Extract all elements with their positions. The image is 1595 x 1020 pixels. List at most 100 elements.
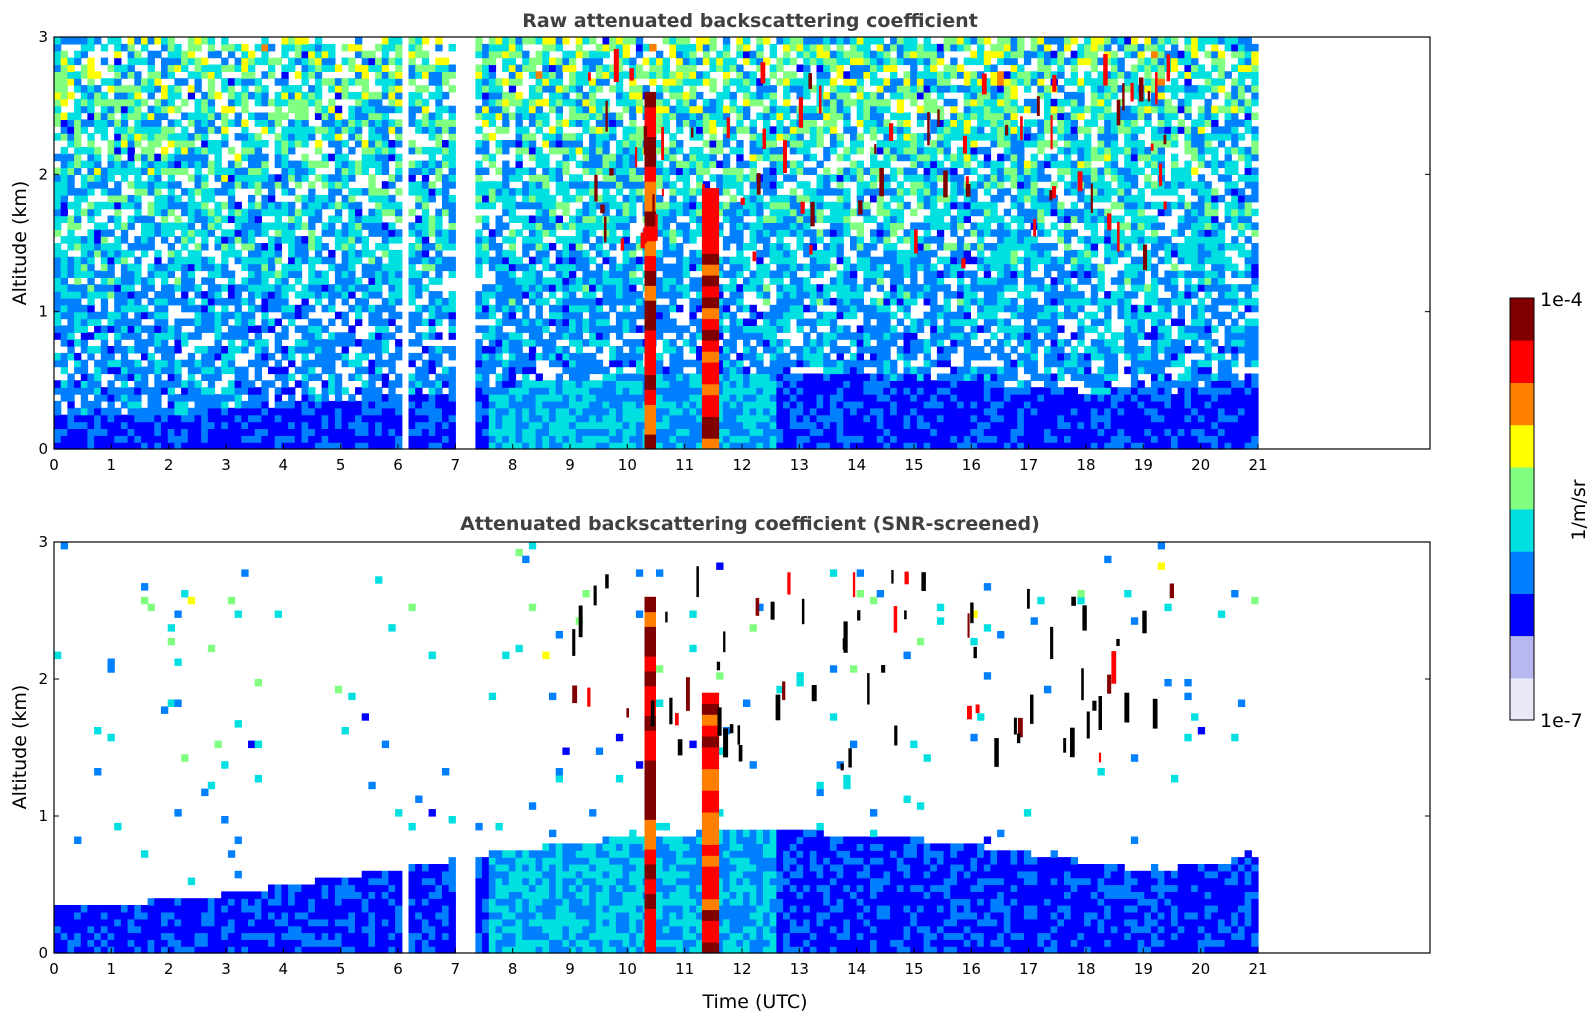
heatmap-cell — [221, 140, 229, 148]
heatmap-cell — [288, 85, 296, 93]
heatmap-cell — [314, 85, 323, 93]
heatmap-cell — [682, 291, 691, 299]
heatmap-cell — [669, 346, 677, 354]
raw-backscatter-panel: Raw attenuated backscattering coefficien… — [9, 10, 1431, 474]
heatmap-cell — [562, 442, 570, 450]
heatmap-cell — [248, 387, 256, 395]
heatmap-cell — [508, 50, 517, 59]
heatmap-cell — [582, 400, 590, 409]
heatmap-cell — [575, 37, 583, 45]
heatmap-cell — [341, 414, 349, 423]
heatmap-cell — [281, 64, 289, 72]
heatmap-cell — [555, 284, 563, 292]
heatmap-cell — [67, 421, 75, 429]
heatmap-cell — [274, 78, 282, 86]
heatmap-cell — [241, 332, 249, 340]
heatmap-cell — [549, 359, 557, 368]
heatmap-cell — [181, 126, 189, 134]
heatmap-cell — [528, 119, 537, 127]
heatmap-cell — [508, 236, 517, 244]
heatmap-cell — [368, 277, 376, 285]
heatmap-cell — [428, 243, 436, 251]
heatmap-cell — [355, 400, 363, 409]
heatmap-cell — [254, 229, 262, 237]
heatmap-cell — [161, 435, 169, 443]
heatmap-cell — [355, 167, 363, 175]
heatmap-cell — [87, 346, 95, 354]
heatmap-cell — [508, 85, 517, 93]
heatmap-cell — [274, 270, 282, 278]
heatmap-cell — [769, 352, 777, 361]
heatmap-cell — [54, 215, 62, 223]
heatmap-cell — [100, 414, 109, 423]
heatmap-cell — [227, 85, 236, 93]
heatmap-cell — [388, 311, 396, 320]
heatmap-cell — [575, 249, 583, 258]
heatmap-cell — [141, 339, 149, 347]
heatmap-cell — [415, 37, 423, 45]
heatmap-cell — [722, 236, 731, 244]
heatmap-cell — [147, 243, 155, 251]
heatmap-cell — [54, 400, 62, 409]
heatmap-cell — [127, 435, 135, 443]
heatmap-cell — [321, 126, 329, 134]
heatmap-cell — [682, 387, 691, 395]
heatmap-cell — [542, 229, 550, 237]
heatmap-cell — [381, 153, 390, 162]
heatmap-cell — [328, 140, 336, 148]
heatmap-cell — [241, 181, 249, 189]
heatmap-cell — [522, 194, 530, 203]
heatmap-cell — [100, 304, 109, 313]
heatmap-cell — [288, 284, 296, 292]
heatmap-cell — [134, 428, 142, 436]
heatmap-cell — [428, 91, 436, 100]
heatmap-cell — [120, 428, 129, 436]
heatmap-cell — [254, 421, 262, 429]
heatmap-cell — [435, 71, 443, 79]
heatmap-cell — [294, 346, 303, 354]
heatmap-cell — [134, 78, 142, 86]
heatmap-cell — [789, 400, 798, 409]
heatmap-cell — [321, 174, 329, 182]
heatmap-cell — [676, 208, 684, 217]
heatmap-cell — [542, 352, 550, 361]
heatmap-cell — [421, 119, 430, 127]
heatmap-cell — [662, 167, 670, 175]
heatmap-cell — [428, 318, 436, 326]
heatmap-cell — [141, 85, 149, 93]
heatmap-cell — [174, 325, 182, 333]
heatmap-cell — [120, 311, 129, 320]
heatmap-cell — [656, 85, 664, 93]
heatmap-cell — [94, 222, 102, 230]
heatmap-cell — [221, 263, 229, 272]
heatmap-cell — [261, 304, 269, 313]
heatmap-cell — [442, 140, 450, 148]
heatmap-cell — [207, 435, 216, 443]
heatmap-cell — [602, 188, 610, 196]
heatmap-cell — [763, 243, 771, 251]
heatmap-cell — [482, 64, 490, 72]
heatmap-cell — [181, 380, 189, 388]
heatmap-cell — [662, 373, 670, 381]
heatmap-cell — [656, 414, 664, 423]
heatmap-cell — [676, 435, 684, 443]
heatmap-cell — [722, 325, 731, 333]
heatmap-cell — [207, 85, 216, 93]
heatmap-cell — [87, 297, 95, 306]
heatmap-cell — [74, 201, 82, 210]
heatmap-cell — [54, 428, 62, 436]
heatmap-cell — [448, 311, 456, 320]
heatmap-cell — [301, 50, 309, 59]
heatmap-cell — [54, 311, 62, 320]
heatmap-cell — [508, 208, 517, 217]
heatmap-cell — [495, 387, 503, 395]
heatmap-cell — [74, 414, 82, 423]
heatmap-cell — [522, 270, 530, 278]
heatmap-cell — [174, 215, 182, 223]
heatmap-cell — [54, 50, 62, 59]
heatmap-cell — [475, 43, 483, 52]
heatmap-cell — [221, 43, 229, 52]
heatmap-cell — [114, 167, 122, 175]
heatmap-cell — [582, 119, 590, 127]
heatmap-cell — [254, 119, 262, 127]
